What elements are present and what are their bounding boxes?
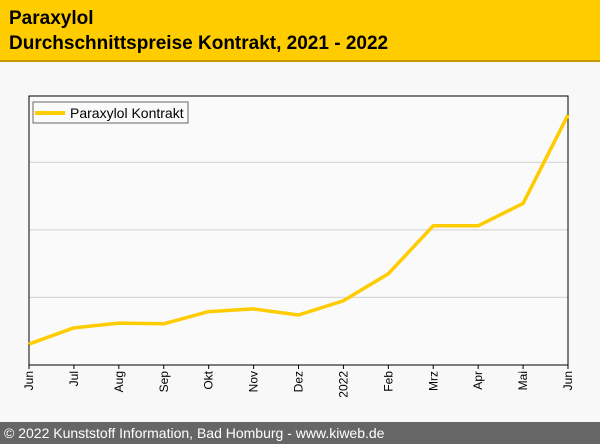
x-tick-label: Nov [247,371,261,392]
x-tick-label: Feb [381,371,395,392]
x-tick-label: Jun [22,371,36,390]
chart-header: Paraxylol Durchschnittspreise Kontrakt, … [0,0,600,62]
x-tick-label: Mai [516,371,530,390]
x-tick-label: Aug [112,371,126,392]
x-tick-label: Mrz [426,371,440,391]
x-tick-label: Sep [157,371,171,393]
x-tick-label: Okt [202,370,216,389]
x-tick-label: 2022 [336,371,350,398]
copyright-footer: © 2022 Kunststoff Information, Bad Hombu… [0,422,600,444]
legend-box [32,101,189,124]
plot-area [29,96,568,365]
x-tick-label: Jun [561,371,575,390]
x-tick-label: Dez [292,371,306,392]
x-tick-label: Jul [67,371,81,386]
legend-label: Paraxylol Kontrakt [70,105,184,121]
line-chart: Jun Jul Aug Sep Okt Nov Dez 2022 Feb Mrz Apr Mai Jun… [22,95,575,398]
chart-title: Paraxylol [9,8,94,29]
chart-subtitle: Durchschnittspreise Kontrakt, 2021 - 202… [9,33,389,54]
x-tick-label: Apr [471,371,485,390]
